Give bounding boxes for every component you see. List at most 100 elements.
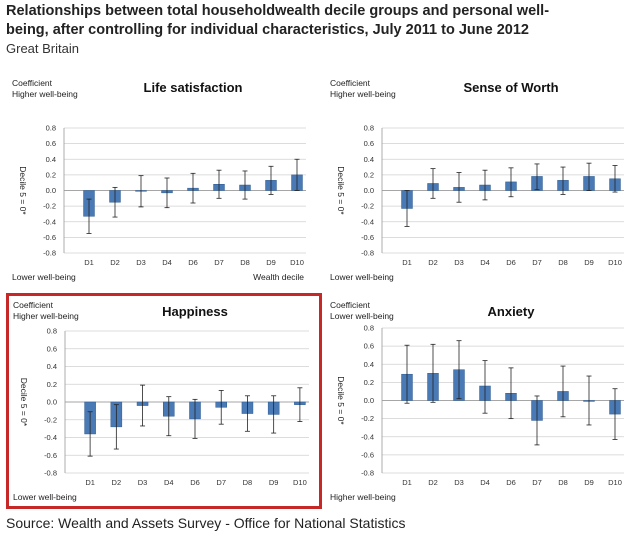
y-axis-label: Decile 5 = 0* (336, 166, 346, 215)
x-tick-label: D2 (428, 258, 438, 267)
y-tick-label: 0.4 (47, 362, 57, 371)
chart-panel-life-satisfaction: Life satisfaction Coefficient Higher well-… (8, 70, 312, 282)
x-tick-label: D9 (269, 478, 279, 487)
x-tick-label: D6 (506, 258, 516, 267)
x-tick-label: D8 (240, 258, 250, 267)
y-tick-label: 0.4 (364, 360, 374, 369)
bottom-wellbeing-label: Lower well-being (330, 272, 394, 282)
y-tick-label: -0.8 (44, 469, 57, 478)
top-wellbeing-label: Higher well-being (12, 89, 78, 99)
x-tick-label: D3 (138, 478, 148, 487)
coefficient-label: Coefficient (330, 300, 371, 310)
y-tick-label: -0.2 (44, 415, 57, 424)
x-tick-label: D6 (188, 258, 198, 267)
y-tick-label: 0.0 (46, 186, 56, 195)
y-tick-label: 0.0 (364, 186, 374, 195)
y-tick-label: 0.6 (364, 342, 374, 351)
y-tick-label: 0.2 (46, 170, 56, 179)
x-tick-label: D9 (266, 258, 276, 267)
figure-subtitle: Great Britain (6, 41, 79, 56)
y-tick-label: 0.6 (364, 139, 374, 148)
x-tick-label: D3 (454, 258, 464, 267)
y-tick-label: -0.2 (43, 202, 56, 211)
x-tick-label: D9 (584, 258, 594, 267)
top-wellbeing-label: Higher well-being (13, 311, 79, 321)
x-tick-label: D10 (293, 478, 307, 487)
y-tick-label: -0.4 (43, 217, 56, 226)
y-tick-label: 0.2 (364, 170, 374, 179)
bottom-wellbeing-label: Lower well-being (13, 492, 77, 502)
y-tick-label: 0.8 (46, 124, 56, 133)
y-tick-label: -0.2 (361, 414, 374, 423)
x-tick-label: D1 (84, 258, 94, 267)
y-tick-label: 0.4 (46, 155, 56, 164)
x-tick-label: D8 (558, 258, 568, 267)
y-axis-label: Decile 5 = 0* (19, 378, 29, 427)
x-tick-label: D1 (85, 478, 95, 487)
y-axis-label: Decile 5 = 0* (18, 166, 28, 215)
y-tick-label: 0.2 (364, 378, 374, 387)
x-tick-label: D9 (584, 478, 594, 487)
y-tick-label: -0.4 (44, 433, 57, 442)
x-tick-label: D4 (164, 478, 174, 487)
y-tick-label: 0.8 (364, 324, 374, 333)
y-tick-label: 0.2 (47, 380, 57, 389)
x-tick-label: D4 (480, 478, 490, 487)
top-wellbeing-label: Higher well-being (330, 89, 396, 99)
y-tick-label: 0.6 (47, 344, 57, 353)
top-wellbeing-label: Lower well-being (330, 311, 394, 321)
x-tick-label: D10 (608, 258, 622, 267)
y-tick-label: -0.6 (361, 233, 374, 242)
y-tick-label: 0.8 (47, 327, 57, 336)
chart-title: Anxiety (488, 304, 536, 319)
y-tick-label: -0.6 (44, 451, 57, 460)
y-tick-label: -0.8 (361, 469, 374, 478)
y-tick-label: -0.8 (43, 249, 56, 258)
x-tick-label: D7 (532, 258, 542, 267)
coefficient-label: Coefficient (12, 78, 53, 88)
x-tick-label: D1 (402, 478, 412, 487)
y-tick-label: 0.0 (47, 398, 57, 407)
y-axis-label: Decile 5 = 0* (336, 376, 346, 425)
y-tick-label: 0.0 (364, 396, 374, 405)
figure-title: Relationships between total householdwea… (6, 3, 550, 38)
chart-title: Happiness (162, 304, 228, 319)
x-tick-label: D1 (402, 258, 412, 267)
x-tick-label: D7 (532, 478, 542, 487)
x-tick-label: D2 (428, 478, 438, 487)
coefficient-label: Coefficient (13, 300, 54, 310)
x-tick-label: D10 (290, 258, 304, 267)
x-tick-label: D8 (243, 478, 253, 487)
y-tick-label: -0.8 (361, 249, 374, 258)
x-tick-label: D6 (190, 478, 200, 487)
x-axis-label: Wealth decile (253, 272, 304, 282)
bottom-wellbeing-label: Lower well-being (12, 272, 76, 282)
chart-panel-happiness: Happiness Coefficient Higher well-being 0.8… (6, 293, 322, 509)
bottom-wellbeing-label: Higher well-being (330, 492, 396, 502)
x-tick-label: D3 (136, 258, 146, 267)
x-tick-label: D2 (112, 478, 122, 487)
chart-title: Life satisfaction (144, 80, 243, 95)
chart-panel-sense-of-worth: Sense of Worth Coefficient Higher well-bei… (326, 70, 630, 282)
x-tick-label: D10 (608, 478, 622, 487)
x-tick-label: D2 (110, 258, 120, 267)
chart-title: Sense of Worth (463, 80, 558, 95)
source-note: Source: Wealth and Assets Survey - Offic… (6, 515, 406, 531)
y-tick-label: -0.2 (361, 202, 374, 211)
x-tick-label: D7 (216, 478, 226, 487)
x-tick-label: D7 (214, 258, 224, 267)
y-tick-label: 0.6 (46, 139, 56, 148)
x-tick-label: D6 (506, 478, 516, 487)
chart-panel-anxiety: Anxiety Coefficient Lower well-being 0.8 0.6… (326, 296, 630, 506)
y-tick-label: 0.4 (364, 155, 374, 164)
x-tick-label: D4 (480, 258, 490, 267)
y-tick-label: -0.6 (43, 233, 56, 242)
y-tick-label: -0.4 (361, 217, 374, 226)
y-tick-label: 0.8 (364, 124, 374, 133)
y-tick-label: -0.4 (361, 432, 374, 441)
x-tick-label: D4 (162, 258, 172, 267)
